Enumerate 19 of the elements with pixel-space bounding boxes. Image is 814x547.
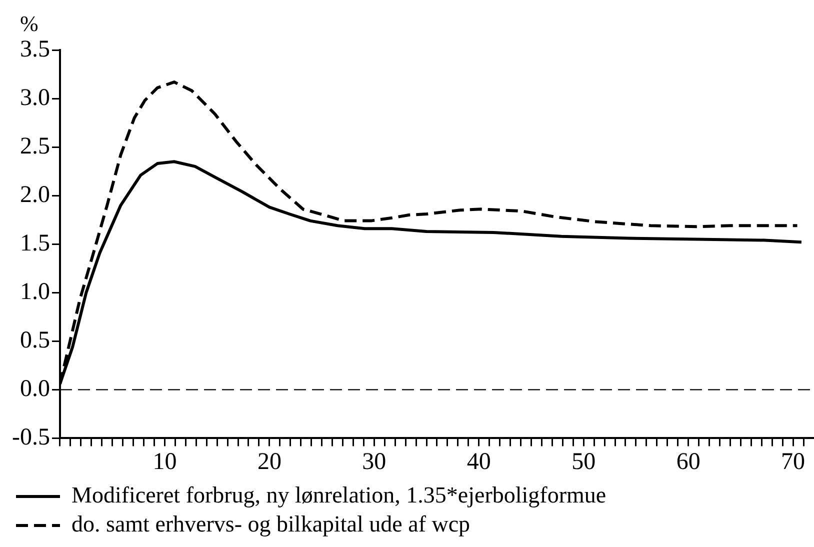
y-tick-label: 2.0 [20,182,50,208]
y-tick-label: 3.0 [20,84,50,111]
y-tick-label: 2.5 [20,133,50,160]
legend-label: do. samt erhvervs- og bilkapital ude af wcp [72,512,470,537]
y-tick-label: 1.5 [20,230,50,256]
x-tick-label: 10 [152,448,177,475]
y-tick-label: 0.0 [20,376,50,402]
x-tick-label: 70 [781,448,806,475]
x-tick-label: 60 [676,448,700,475]
y-tick-label: 1.0 [20,278,50,305]
x-tick-label: 30 [362,448,386,475]
legend-label: Modificeret forbrug, ny lønrelation, 1.35*ejerboligformue [72,482,606,508]
y-axis-title: % [20,10,38,36]
y-tick-label: -0.5 [12,424,50,450]
y-tick-label: 0.5 [20,327,50,354]
x-tick-label: 20 [257,448,282,475]
x-tick-label: 50 [572,448,596,475]
y-tick-label: 3.5 [20,36,50,62]
x-tick-label: 40 [466,448,491,475]
